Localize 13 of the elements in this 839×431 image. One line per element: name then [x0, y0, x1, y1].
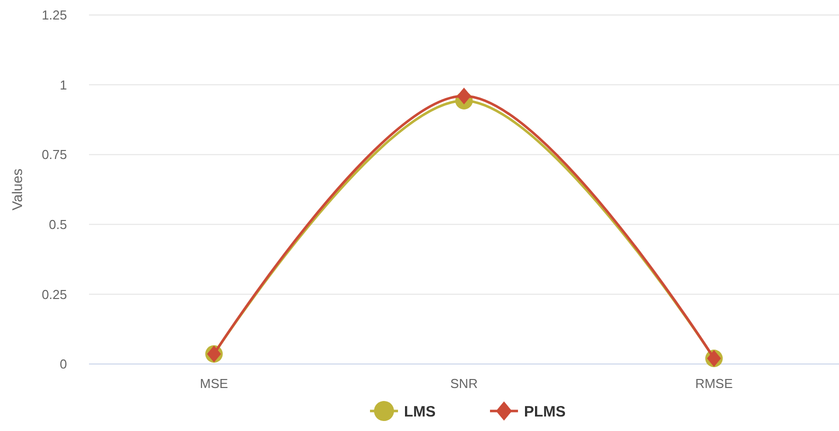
y-tick-label: 1 — [60, 77, 67, 92]
y-tick-label: 0.75 — [42, 147, 67, 162]
y-tick-label: 0.25 — [42, 286, 67, 302]
y-tick-label: 1.25 — [42, 8, 67, 23]
y-axis-title: Values — [9, 168, 25, 210]
legend-label: PLMS — [524, 403, 566, 420]
x-tick-label: MSE — [200, 376, 228, 391]
x-tick-label: SNR — [450, 376, 478, 391]
x-tick-label: RMSE — [695, 376, 734, 391]
y-tick-label: 0 — [60, 356, 67, 372]
legend-label: LMS — [404, 403, 436, 420]
y-tick-label: 0.5 — [48, 216, 67, 232]
point — [457, 88, 471, 104]
